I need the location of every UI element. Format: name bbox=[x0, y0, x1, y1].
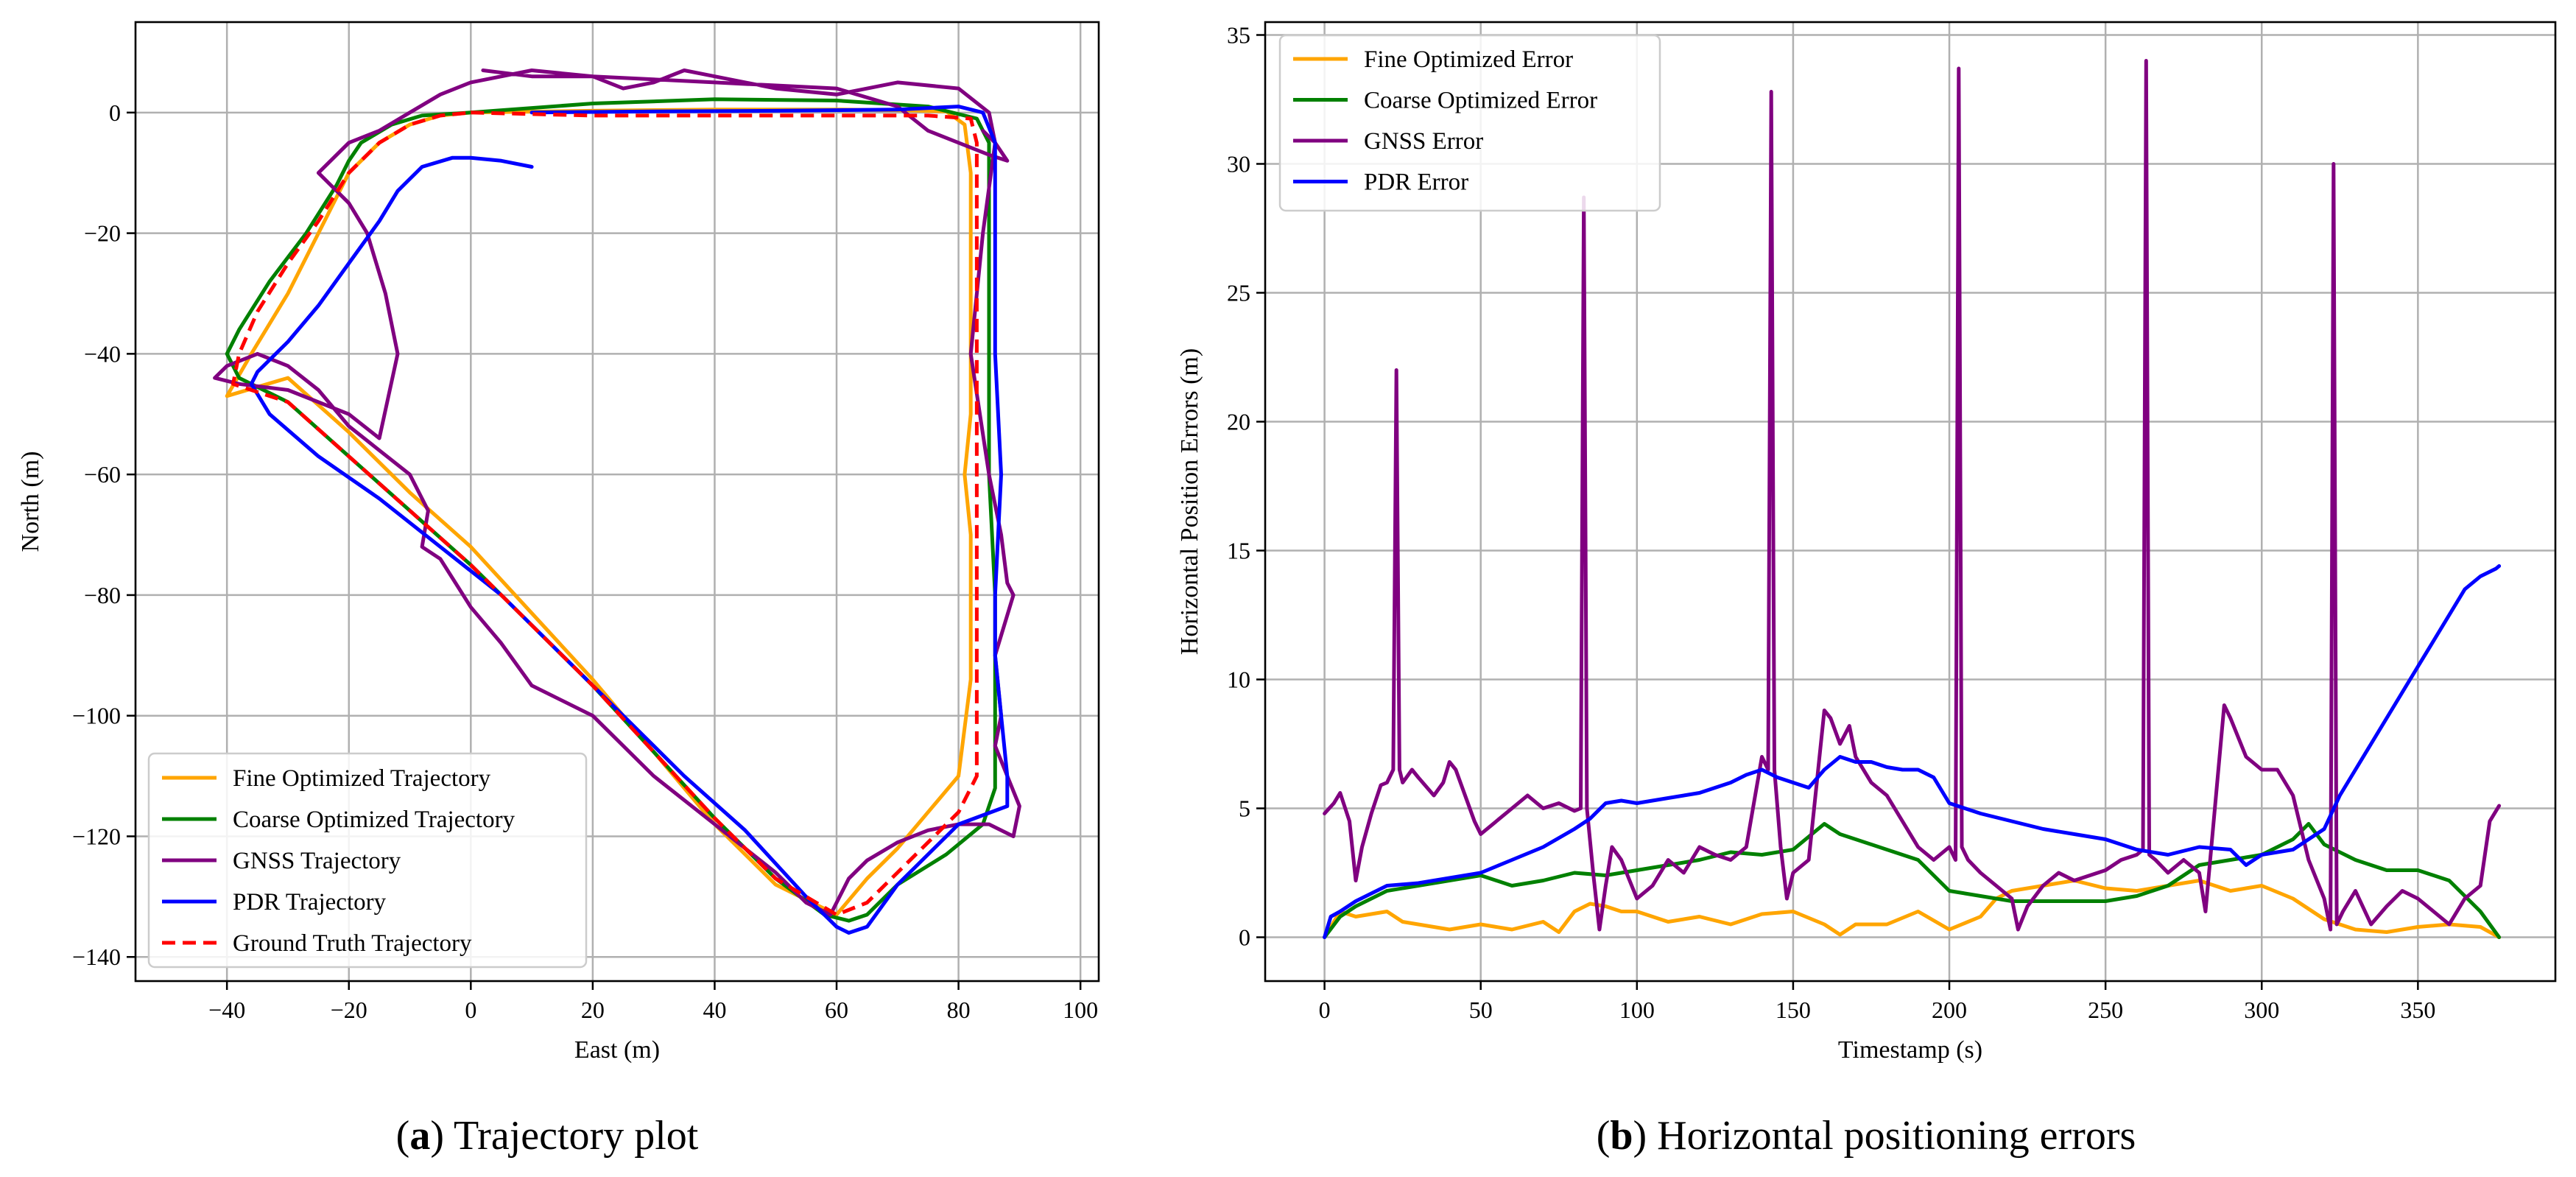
trajectory-caption: (a) Trajectory plot bbox=[396, 1113, 699, 1159]
trajectory-y-tick-label: −40 bbox=[84, 340, 121, 367]
trajectory-x-tick-label: 100 bbox=[1063, 997, 1098, 1023]
trajectory-x-tick-label: 80 bbox=[947, 997, 971, 1023]
trajectory-x-tick-label: 60 bbox=[825, 997, 848, 1023]
errors-y-axis-label: Horizontal Position Errors (m) bbox=[1176, 348, 1203, 655]
pdr-trajectory-line bbox=[249, 105, 1010, 935]
errors-x-tick-label: 50 bbox=[1469, 997, 1493, 1023]
horizontal-errors-frame bbox=[1264, 21, 2557, 983]
trajectory-plot-frame bbox=[134, 21, 1100, 983]
trajectory-y-tick-label: −120 bbox=[72, 823, 121, 849]
coarse-optimized-error-line bbox=[1323, 822, 2502, 939]
pdr-error-legend-label: PDR Error bbox=[1364, 169, 1468, 196]
trajectory-x-tick-label: −20 bbox=[331, 997, 367, 1023]
horizontal-errors-panel: 0 50 100 150 200 250 300 350 0 5 10 15 20 25 30 35 Time… bbox=[1176, 21, 2557, 1159]
trajectory-y-axis-label: North (m) bbox=[17, 452, 44, 552]
errors-x-tick-label: 350 bbox=[2400, 997, 2435, 1023]
errors-x-tick-label: 300 bbox=[2244, 997, 2279, 1023]
coarse-optimized-trajectory-legend-label: Coarse Optimized Trajectory bbox=[233, 807, 515, 833]
trajectory-x-tick-label: 40 bbox=[703, 997, 726, 1023]
errors-y-tick-label: 25 bbox=[1227, 280, 1250, 306]
gnss-error-line bbox=[1323, 59, 2502, 932]
errors-x-axis-label: Timestamp (s) bbox=[1838, 1036, 1982, 1064]
trajectory-y-tick-label: −80 bbox=[84, 582, 121, 608]
fine-optimized-error-legend-label: Fine Optimized Error bbox=[1364, 46, 1573, 73]
trajectory-plot-panel: −40 −20 0 20 40 60 80 100 0 −20 −40 −60 −80 −100 −120 −… bbox=[17, 21, 1100, 1159]
coarse-optimized-error-legend-label: Coarse Optimized Error bbox=[1364, 88, 1597, 114]
trajectory-legend: Fine Optimized Trajectory Coarse Optimize… bbox=[147, 752, 588, 969]
errors-caption-letter: b bbox=[1610, 1113, 1633, 1159]
errors-caption-text: Horizontal positioning errors bbox=[1647, 1113, 2136, 1159]
pdr-error-line bbox=[1323, 564, 2502, 939]
gnss-error-legend-label: GNSS Error bbox=[1364, 128, 1483, 155]
trajectory-y-tick-label: 0 bbox=[109, 99, 121, 126]
gnss-trajectory-line bbox=[213, 68, 1021, 917]
gnss-trajectory-legend-label: GNSS Trajectory bbox=[233, 848, 401, 874]
trajectory-y-tick-label: −140 bbox=[72, 944, 121, 970]
errors-x-tick-label: 200 bbox=[1932, 997, 1967, 1023]
trajectory-x-axis-label: East (m) bbox=[574, 1036, 660, 1064]
trajectory-legend-box bbox=[147, 752, 588, 969]
errors-y-tick-label: 5 bbox=[1239, 795, 1250, 822]
fine-optimized-trajectory-legend-label: Fine Optimized Trajectory bbox=[233, 765, 491, 792]
errors-legend: Fine Optimized Error Coarse Optimized Err… bbox=[1278, 34, 1661, 212]
trajectory-y-tick-label: −100 bbox=[72, 703, 121, 729]
pdr-trajectory-legend-label: PDR Trajectory bbox=[233, 889, 387, 916]
trajectory-x-tick-label: 20 bbox=[581, 997, 605, 1023]
trajectory-x-tick-label: 0 bbox=[465, 997, 476, 1023]
ground-truth-trajectory-legend-label: Ground Truth Trajectory bbox=[233, 930, 472, 957]
errors-y-tick-label: 0 bbox=[1239, 924, 1250, 951]
errors-x-tick-label: 250 bbox=[2088, 997, 2123, 1023]
errors-caption: (b) Horizontal positioning errors bbox=[1597, 1113, 2136, 1159]
errors-y-tick-label: 30 bbox=[1227, 151, 1250, 178]
fine-optimized-trajectory-line bbox=[225, 108, 973, 917]
trajectory-caption-letter: a bbox=[409, 1113, 430, 1159]
errors-y-tick-label: 15 bbox=[1227, 538, 1250, 564]
errors-x-tick-label: 150 bbox=[1776, 997, 1811, 1023]
errors-y-tick-label: 20 bbox=[1227, 409, 1250, 435]
fine-optimized-error-line bbox=[1323, 879, 2502, 939]
errors-y-tick-label: 35 bbox=[1227, 22, 1250, 49]
trajectory-y-tick-label: −60 bbox=[84, 461, 121, 488]
trajectory-caption-text: Trajectory plot bbox=[444, 1113, 699, 1159]
trajectory-y-tick-label: −20 bbox=[84, 220, 121, 247]
errors-legend-box bbox=[1278, 34, 1661, 212]
errors-y-tick-label: 10 bbox=[1227, 667, 1250, 693]
errors-x-tick-label: 100 bbox=[1619, 997, 1655, 1023]
errors-x-tick-label: 0 bbox=[1319, 997, 1331, 1023]
trajectory-x-tick-label: −40 bbox=[208, 997, 245, 1023]
